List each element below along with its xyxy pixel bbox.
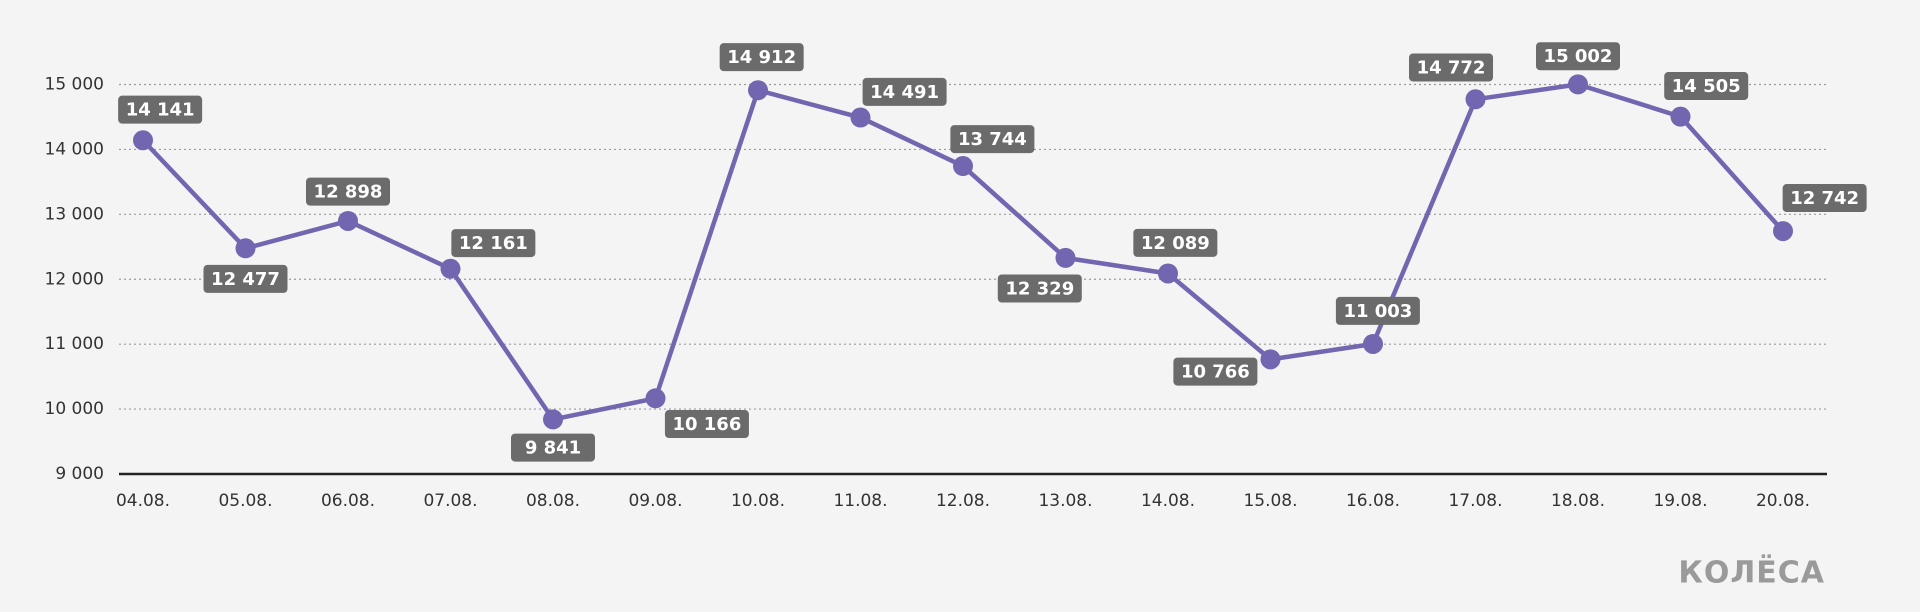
label-text: 12 089 — [1141, 233, 1210, 254]
label-box — [451, 229, 536, 258]
point — [235, 238, 256, 259]
x-tick-label: 11.08. — [833, 491, 887, 511]
label-text: 12 742 — [1790, 188, 1859, 209]
data-label: 14 912 — [719, 43, 804, 72]
x-tick-label: 09.08. — [628, 491, 682, 511]
x-tick-label: 08.08. — [526, 491, 580, 511]
label-box — [511, 433, 595, 462]
data-label: 12 477 — [203, 264, 288, 293]
label-box — [719, 43, 804, 72]
label-box — [1133, 228, 1218, 257]
point — [1568, 74, 1588, 95]
point — [953, 156, 973, 177]
label-box — [203, 264, 288, 293]
point — [338, 210, 358, 231]
label-box — [664, 410, 749, 439]
point — [1670, 106, 1691, 127]
x-tick-label: 17.08. — [1448, 491, 1502, 511]
point — [850, 107, 871, 128]
point — [440, 258, 461, 279]
x-tick-label: 14.08. — [1141, 491, 1195, 511]
label-box — [1536, 42, 1620, 71]
x-tick-label: 15.08. — [1243, 491, 1297, 511]
x-tick-label: 10.08. — [731, 491, 785, 511]
data-label: 12 089 — [1133, 228, 1218, 257]
label-text: 12 161 — [459, 233, 528, 254]
label-box — [1335, 296, 1420, 325]
label-text: 12 329 — [1005, 279, 1074, 300]
data-label: 15 002 — [1536, 42, 1620, 71]
x-tick-label: 18.08. — [1551, 491, 1605, 511]
label-box — [862, 77, 947, 106]
label-text: 9 841 — [525, 438, 581, 459]
data-label: 14 772 — [1409, 53, 1494, 82]
data-label: 12 161 — [451, 229, 536, 258]
point — [543, 409, 563, 430]
label-box — [997, 274, 1082, 303]
point — [133, 130, 153, 151]
label-box — [1173, 357, 1258, 386]
data-label: 14 505 — [1664, 72, 1749, 101]
data-label: 12 898 — [306, 177, 390, 206]
label-text: 12 898 — [314, 182, 383, 203]
data-label: 10 766 — [1173, 357, 1258, 386]
data-label: 12 742 — [1782, 184, 1867, 213]
label-box — [1664, 72, 1749, 101]
x-tick-label: 13.08. — [1038, 491, 1092, 511]
label-text: 14 772 — [1417, 57, 1486, 78]
y-tick-label: 12 000 — [45, 269, 104, 289]
logo: КОЛЁСА — [1678, 555, 1825, 591]
point — [1363, 333, 1383, 354]
label-text: 14 912 — [727, 47, 796, 68]
x-tick-label: 19.08. — [1653, 491, 1707, 511]
y-tick-label: 10 000 — [45, 399, 104, 419]
label-text: 13 744 — [958, 129, 1027, 150]
label-box — [950, 125, 1035, 154]
label-box — [1782, 184, 1867, 213]
label-text: 14 505 — [1672, 76, 1741, 97]
y-tick-label: 13 000 — [45, 204, 104, 224]
point — [645, 388, 666, 409]
label-text: 10 166 — [672, 414, 741, 435]
y-tick-label: 15 000 — [45, 75, 104, 95]
label-text: 14 491 — [870, 82, 939, 103]
point — [1158, 263, 1178, 284]
x-tick-label: 05.08. — [218, 491, 272, 511]
x-tick-label: 07.08. — [423, 491, 477, 511]
label-box — [1409, 53, 1494, 82]
y-tick-label: 11 000 — [45, 334, 104, 354]
data-label: 14 141 — [118, 95, 203, 124]
point — [748, 80, 768, 101]
label-box — [306, 177, 390, 206]
label-text: 12 477 — [211, 269, 280, 290]
label-text: 11 003 — [1343, 301, 1412, 322]
data-label: 12 329 — [997, 274, 1082, 303]
point — [1773, 221, 1793, 242]
x-tick-label: 16.08. — [1346, 491, 1400, 511]
y-tick-label: 14 000 — [45, 139, 104, 159]
point — [1260, 349, 1281, 370]
data-label: 9 841 — [511, 433, 595, 462]
x-tick-label: 04.08. — [116, 491, 170, 511]
data-label: 13 744 — [950, 125, 1035, 154]
label-text: 15 002 — [1544, 46, 1613, 67]
label-text: 14 141 — [126, 100, 195, 121]
data-label: 10 166 — [664, 410, 749, 439]
point — [1055, 247, 1076, 268]
x-tick-label: 06.08. — [321, 491, 375, 511]
y-tick-label: 9 000 — [55, 464, 104, 484]
x-tick-label: 20.08. — [1756, 491, 1810, 511]
point — [1465, 89, 1486, 110]
label-text: 10 766 — [1181, 362, 1250, 383]
data-label: 11 003 — [1335, 296, 1420, 325]
label-box — [118, 95, 203, 124]
data-label: 14 491 — [862, 77, 947, 106]
x-tick-label: 12.08. — [936, 491, 990, 511]
